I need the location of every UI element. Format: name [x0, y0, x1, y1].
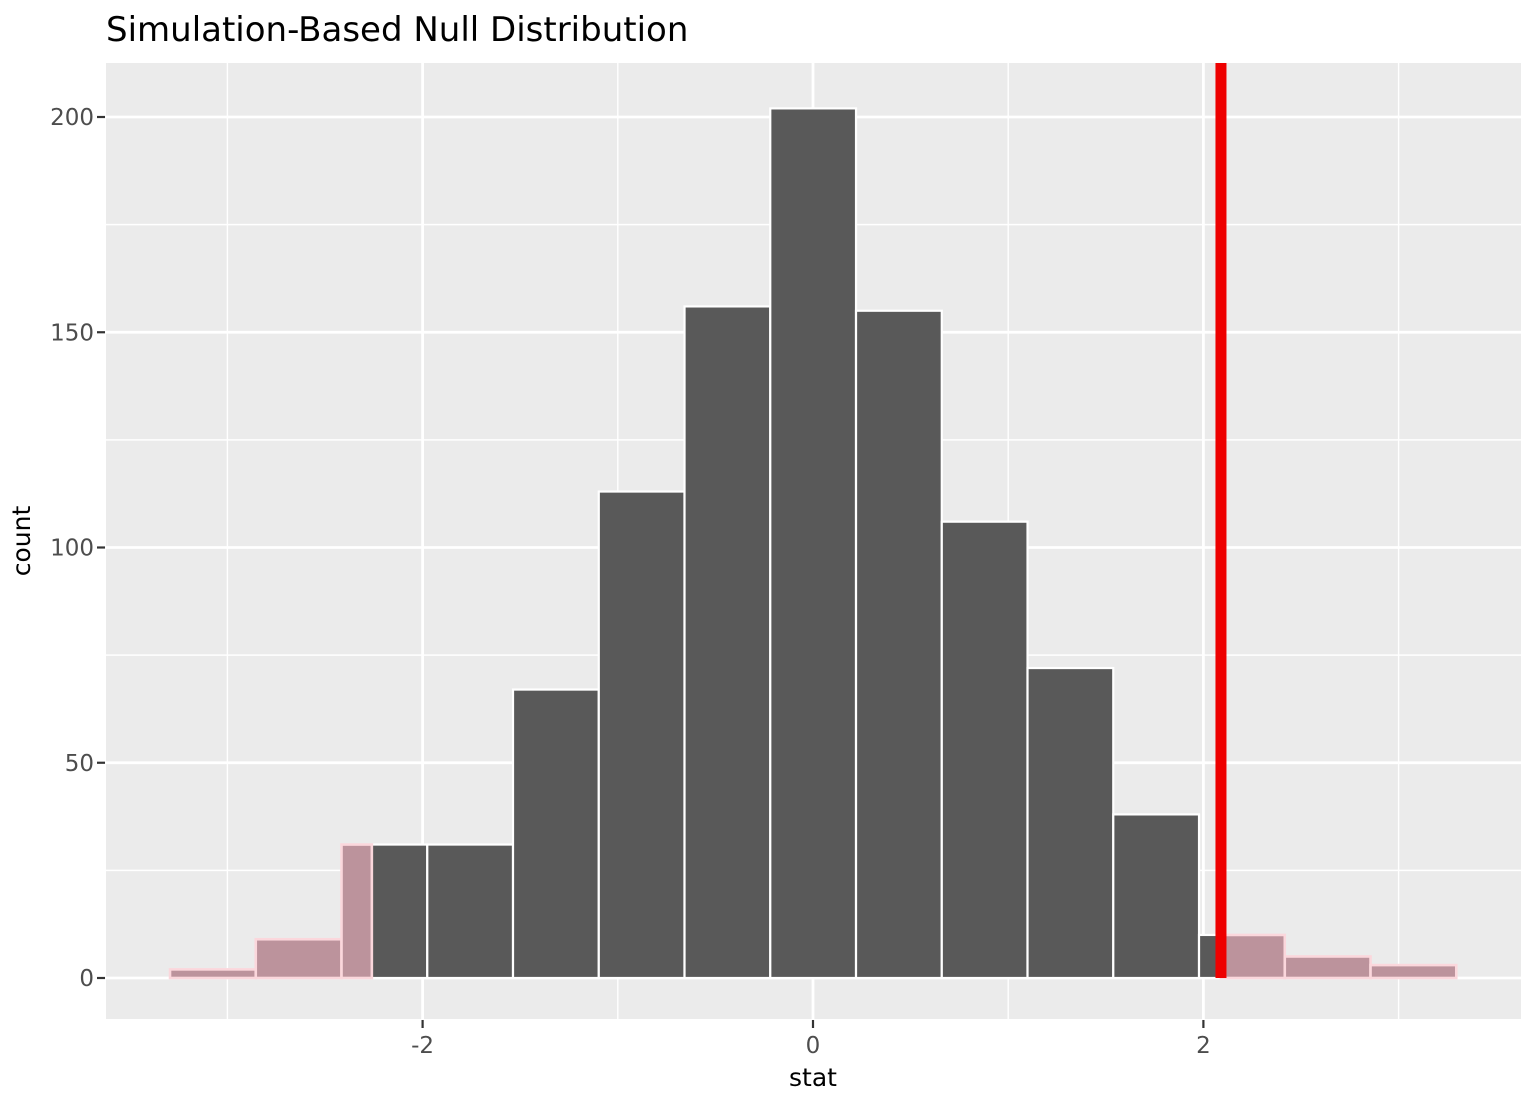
x-tick-label: 2 [1196, 1033, 1211, 1059]
histogram-bar [940, 520, 1029, 980]
x-tick-label: 0 [806, 1033, 821, 1059]
observed-stat-line [1215, 63, 1227, 978]
chart-title: Simulation-Based Null Distribution [106, 10, 688, 50]
plot-layers: 0 50 100 150 200 -2 0 2 [50, 63, 1521, 1059]
y-axis-title: count [7, 506, 36, 577]
y-tick-label: 150 [50, 320, 94, 346]
y-tick-label: 50 [65, 751, 94, 777]
x-axis-title: stat [789, 1063, 837, 1092]
y-tick-label: 0 [79, 966, 94, 992]
x-tick-label: -2 [411, 1033, 434, 1059]
histogram-bar [683, 305, 772, 980]
histogram-bar [854, 309, 943, 980]
histogram-bar [370, 843, 429, 980]
shaded-tail-bar [1219, 933, 1287, 980]
histogram-bar [769, 107, 858, 980]
shaded-tail-bar [1283, 955, 1372, 980]
histogram-bar [597, 490, 686, 980]
y-tick-label: 200 [50, 105, 94, 131]
y-tick-label: 100 [50, 536, 94, 562]
shaded-tail-bar [254, 937, 343, 980]
shaded-tail-bar [340, 843, 374, 980]
shaded-tail-bar [168, 968, 258, 980]
histogram-bar [426, 843, 515, 980]
histogram-bar [1026, 666, 1115, 980]
histogram-bar [1112, 813, 1201, 980]
histogram-bar [511, 688, 600, 980]
shaded-tail-bar [1369, 963, 1458, 980]
